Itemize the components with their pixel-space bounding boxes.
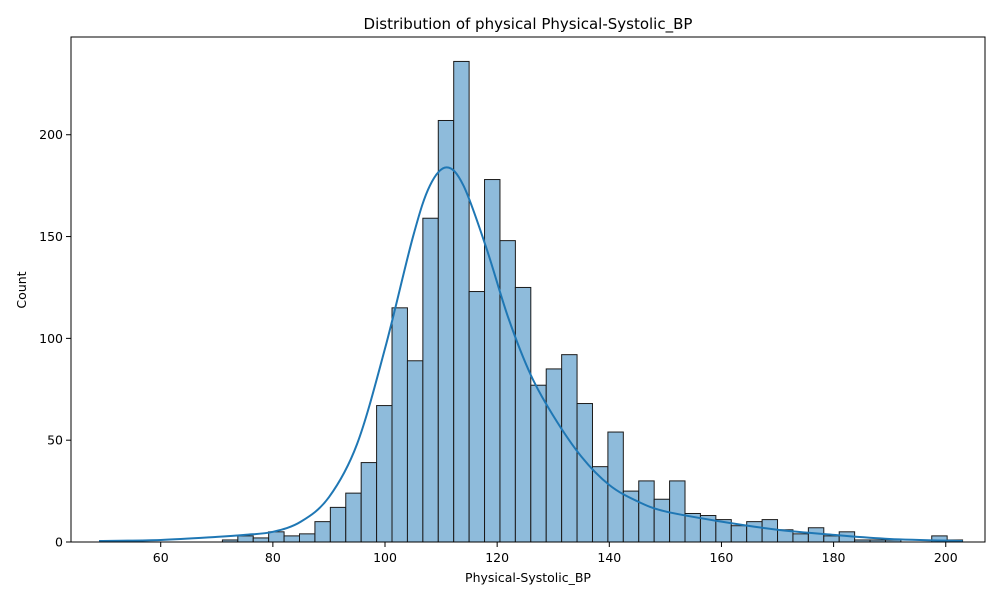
x-axis-label: Physical-Systolic_BP — [465, 570, 591, 585]
y-tick-label: 100 — [39, 331, 63, 346]
y-axis: 0 50 100 150 200 — [39, 127, 71, 550]
histogram-bar — [376, 405, 393, 543]
histogram-bar — [314, 521, 331, 543]
y-axis-label: Count — [14, 271, 29, 308]
histogram-bar — [730, 525, 748, 543]
histogram-bar — [268, 531, 285, 543]
histogram-bar — [252, 537, 270, 543]
x-tick-label: 100 — [373, 550, 397, 565]
histogram-bar — [669, 480, 686, 543]
histogram-bar — [237, 535, 254, 543]
histogram-bar — [530, 384, 547, 543]
histogram-bar — [283, 535, 300, 543]
histogram-bar — [329, 506, 347, 543]
histogram-bar — [406, 360, 424, 543]
histogram-bar — [345, 492, 362, 543]
chart-title: Distribution of physical Physical-Systol… — [364, 15, 693, 34]
x-tick-label: 140 — [597, 550, 621, 565]
bars-layer — [221, 60, 964, 543]
histogram-bar — [468, 291, 486, 543]
x-tick-label: 80 — [265, 550, 281, 565]
histogram-bar — [391, 307, 408, 543]
y-tick-label: 50 — [47, 433, 63, 448]
x-tick-label: 120 — [485, 550, 509, 565]
plot-frame — [70, 36, 986, 543]
kde-line — [99, 166, 963, 542]
histogram-bar — [792, 533, 809, 543]
histogram-bar — [453, 60, 470, 543]
histogram-bar — [638, 480, 655, 543]
histogram-bar — [499, 240, 516, 543]
histogram-bar — [653, 498, 671, 543]
y-tick-label: 0 — [55, 535, 63, 550]
y-tick-label: 150 — [39, 229, 63, 244]
histogram-bar — [514, 286, 532, 543]
x-tick-label: 180 — [822, 550, 846, 565]
histogram-bar — [761, 519, 779, 543]
histogram-bar — [299, 533, 316, 543]
y-tick-label: 200 — [39, 127, 63, 142]
x-tick-label: 60 — [153, 550, 169, 565]
histogram-bar — [360, 462, 378, 543]
histogram-bar — [484, 179, 501, 543]
x-axis: 60 80 100 120 140 160 180 200 — [153, 542, 958, 565]
x-tick-label: 160 — [710, 550, 734, 565]
histogram-bar — [422, 217, 439, 543]
x-tick-label: 200 — [934, 550, 958, 565]
histogram-bar — [576, 403, 593, 543]
histogram-bar — [437, 119, 455, 543]
histogram-bar — [545, 368, 563, 543]
histogram-bar — [607, 431, 624, 543]
histogram-bar — [823, 535, 840, 543]
histogram-bar — [746, 521, 763, 543]
